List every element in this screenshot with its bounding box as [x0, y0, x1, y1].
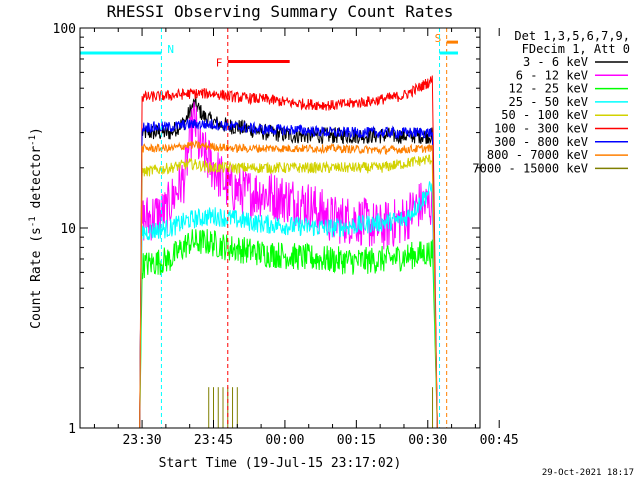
x-tick-label: 00:15 [337, 433, 376, 448]
legend-header-line-2: FDecim 1, Att 0 [522, 42, 630, 56]
legend: Det 1,3,5,6,7,9, FDecim 1, Att 0 3 - 6 k… [472, 29, 630, 175]
y-axis-label-sup2: -1 [28, 135, 38, 146]
x-tick-label: 00:45 [480, 433, 519, 448]
x-axis-label: Start Time (19-Jul-15 23:17:02) [159, 456, 402, 471]
x-tick-label: 23:45 [194, 433, 233, 448]
series-layer [139, 75, 438, 429]
flag-label-n: N [167, 43, 174, 56]
legend-entry-label: 300 - 800 keV [494, 135, 588, 149]
legend-entry-label: 100 - 300 keV [494, 122, 588, 136]
legend-entry-label: 6 - 12 keV [516, 68, 588, 82]
legend-entry-label: 25 - 50 keV [509, 95, 588, 109]
y-axis-label-sup1: -1 [28, 216, 38, 227]
series-line-12to25kev [139, 229, 438, 429]
y-axis-label-main: Count Rate (s [29, 227, 44, 329]
footer-date: 29-Oct-2021 18:17 [542, 468, 634, 478]
legend-entry-label: 12 - 25 keV [509, 82, 588, 96]
flag-label-s: S [435, 32, 442, 45]
y-tick-label: 1 [68, 422, 76, 437]
series-line-6to12kev [139, 101, 438, 429]
annotation-layer: N F S [80, 28, 458, 428]
y-axis-label-tail: detector [29, 146, 44, 217]
flag-label-f: F [216, 56, 223, 69]
x-tick-label: 00:30 [408, 433, 447, 448]
legend-entry-label: 800 - 7000 keV [487, 148, 588, 162]
series-line-50to100kev [139, 154, 438, 429]
legend-entry-label: 50 - 100 keV [501, 108, 588, 122]
series-line-3to6kev [139, 96, 438, 429]
axis-ticks: 23:30 23:45 00:00 00:15 00:30 00:45 1 10 100 [53, 22, 519, 448]
chart-title: RHESSI Observing Summary Count Rates [107, 2, 454, 21]
y-axis-label: Count Rate (s-1 detector-1) [28, 127, 44, 329]
y-tick-label: 10 [60, 222, 76, 237]
y-tick-label: 100 [53, 22, 76, 37]
legend-entry-label: 3 - 6 keV [523, 55, 588, 69]
legend-entry-label: 7000 - 15000 keV [472, 161, 588, 175]
legend-header-line-1: Det 1,3,5,6,7,9, [514, 29, 630, 43]
x-tick-label: 23:30 [122, 433, 161, 448]
x-tick-label: 00:00 [265, 433, 304, 448]
series-line-25to50kev [139, 181, 438, 429]
y-axis-label-end: ) [29, 127, 44, 135]
series-line-100to300kev [139, 75, 438, 429]
series-line-300to800kev [139, 119, 438, 429]
series-line-800to7000kev [139, 139, 438, 429]
